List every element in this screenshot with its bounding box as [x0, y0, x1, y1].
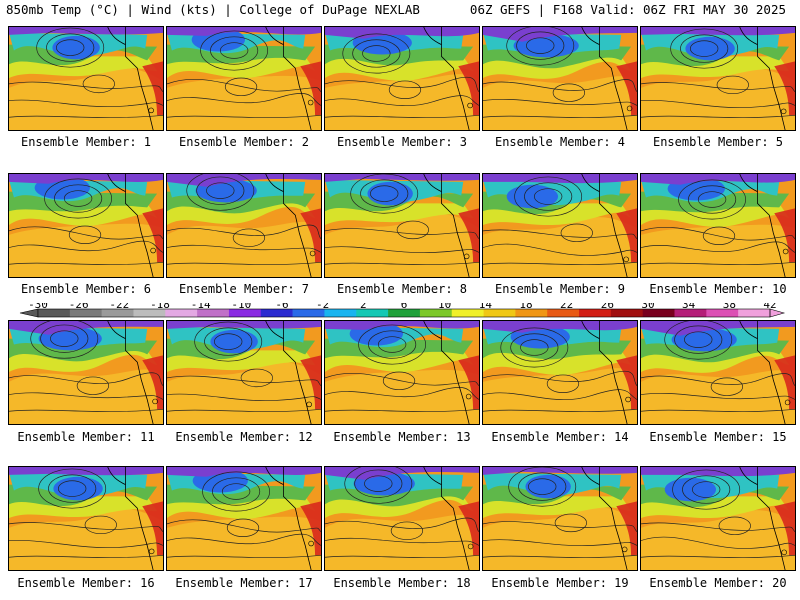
ensemble-member-map-16: [8, 466, 164, 571]
colorbar-segment: [515, 309, 548, 317]
colorbar-segment: [547, 309, 580, 317]
ensemble-member-map-20: [640, 466, 796, 571]
colorbar-segment: [197, 309, 230, 317]
colorbar-segment: [133, 309, 166, 317]
colorbar-tick-label: -30: [28, 303, 48, 311]
colorbar-segment: [228, 309, 262, 317]
ensemble-member-label-19: Ensemble Member: 19: [491, 576, 629, 590]
colorbar-tick-label: 10: [438, 303, 451, 311]
colorbar-segment: [738, 309, 771, 317]
ensemble-member-map-8: [324, 173, 480, 278]
temperature-colorbar: -30 -26 -22 -18 -14 -10 -6 -2 2 6 10 14 18 22 26 30 34 38…: [18, 303, 788, 335]
run-valid-time: 06Z GEFS | F168 Valid: 06Z FRI MAY 30 20…: [469, 2, 786, 17]
colorbar-segment: [101, 309, 134, 317]
colorbar-segment: [706, 309, 739, 317]
colorbar-segment: [324, 309, 357, 317]
colorbar-tick-label: 26: [601, 303, 614, 311]
ensemble-member-label-9: Ensemble Member: 9: [494, 282, 626, 296]
ensemble-member-map-5: [640, 26, 796, 131]
chart-title: 850mb Temp (°C) | Wind (kts) | College o…: [6, 2, 420, 17]
ensemble-member-label-1: Ensemble Member: 1: [20, 135, 152, 149]
colorbar-tick-label: -6: [275, 303, 288, 311]
colorbar-segment: [674, 309, 707, 317]
ensemble-member-map-10: [640, 173, 796, 278]
colorbar-segment: [260, 309, 293, 317]
ensemble-member-map-11: [8, 320, 164, 425]
colorbar-tick-label: 34: [682, 303, 696, 311]
ensemble-member-label-4: Ensemble Member: 4: [494, 135, 626, 149]
colorbar-tick-label: -22: [109, 303, 129, 311]
colorbar-tick-label: -10: [231, 303, 251, 311]
ensemble-member-label-8: Ensemble Member: 8: [336, 282, 468, 296]
colorbar-tick-label: -14: [191, 303, 211, 311]
colorbar-segment: [419, 309, 453, 317]
ensemble-member-map-4: [482, 26, 638, 131]
ensemble-member-label-13: Ensemble Member: 13: [333, 430, 471, 444]
ensemble-member-map-2: [166, 26, 322, 131]
ensemble-member-map-17: [166, 466, 322, 571]
colorbar-tick-label: -26: [69, 303, 89, 311]
ensemble-member-label-16: Ensemble Member: 16: [17, 576, 155, 590]
ensemble-member-label-6: Ensemble Member: 6: [20, 282, 152, 296]
ensemble-member-label-12: Ensemble Member: 12: [175, 430, 313, 444]
ensemble-member-map-13: [324, 320, 480, 425]
colorbar-segment: [451, 309, 484, 317]
ensemble-member-map-15: [640, 320, 796, 425]
colorbar-tick-label: 38: [723, 303, 736, 311]
colorbar-segment: [483, 309, 516, 317]
ensemble-member-label-3: Ensemble Member: 3: [336, 135, 468, 149]
colorbar-tick-label: 6: [401, 303, 408, 311]
ensemble-member-map-6: [8, 173, 164, 278]
colorbar-segment: [642, 309, 675, 317]
colorbar-tick-label: 30: [641, 303, 654, 311]
colorbar-segment: [388, 309, 421, 317]
colorbar-tick-label: -18: [150, 303, 170, 311]
colorbar-segment: [38, 309, 71, 317]
ensemble-member-label-10: Ensemble Member: 10: [649, 282, 787, 296]
ensemble-member-map-3: [324, 26, 480, 131]
ensemble-member-label-20: Ensemble Member: 20: [649, 576, 787, 590]
ensemble-member-label-17: Ensemble Member: 17: [175, 576, 313, 590]
ensemble-member-label-7: Ensemble Member: 7: [178, 282, 310, 296]
ensemble-member-map-14: [482, 320, 638, 425]
ensemble-member-label-14: Ensemble Member: 14: [491, 430, 629, 444]
ensemble-member-label-11: Ensemble Member: 11: [17, 430, 155, 444]
ensemble-member-label-18: Ensemble Member: 18: [333, 576, 471, 590]
colorbar-tick-label: -2: [316, 303, 329, 311]
ensemble-member-map-18: [324, 466, 480, 571]
ensemble-member-label-2: Ensemble Member: 2: [178, 135, 310, 149]
colorbar-segment: [356, 309, 389, 317]
colorbar-segment: [610, 309, 643, 317]
ensemble-member-map-9: [482, 173, 638, 278]
ensemble-member-map-1: [8, 26, 164, 131]
colorbar-tick-label: 2: [360, 303, 367, 311]
colorbar-segment: [69, 309, 102, 317]
ensemble-member-map-19: [482, 466, 638, 571]
ensemble-member-map-7: [166, 173, 322, 278]
colorbar-segment: [292, 309, 325, 317]
colorbar-tick-label: 42: [763, 303, 776, 311]
ensemble-member-map-12: [166, 320, 322, 425]
ensemble-member-label-15: Ensemble Member: 15: [649, 430, 787, 444]
colorbar-tick-label: 14: [479, 303, 493, 311]
colorbar-segment: [579, 309, 612, 317]
colorbar-tick-label: 18: [519, 303, 532, 311]
colorbar-tick-label: 22: [560, 303, 573, 311]
ensemble-member-label-5: Ensemble Member: 5: [652, 135, 784, 149]
colorbar-segment: [165, 309, 198, 317]
